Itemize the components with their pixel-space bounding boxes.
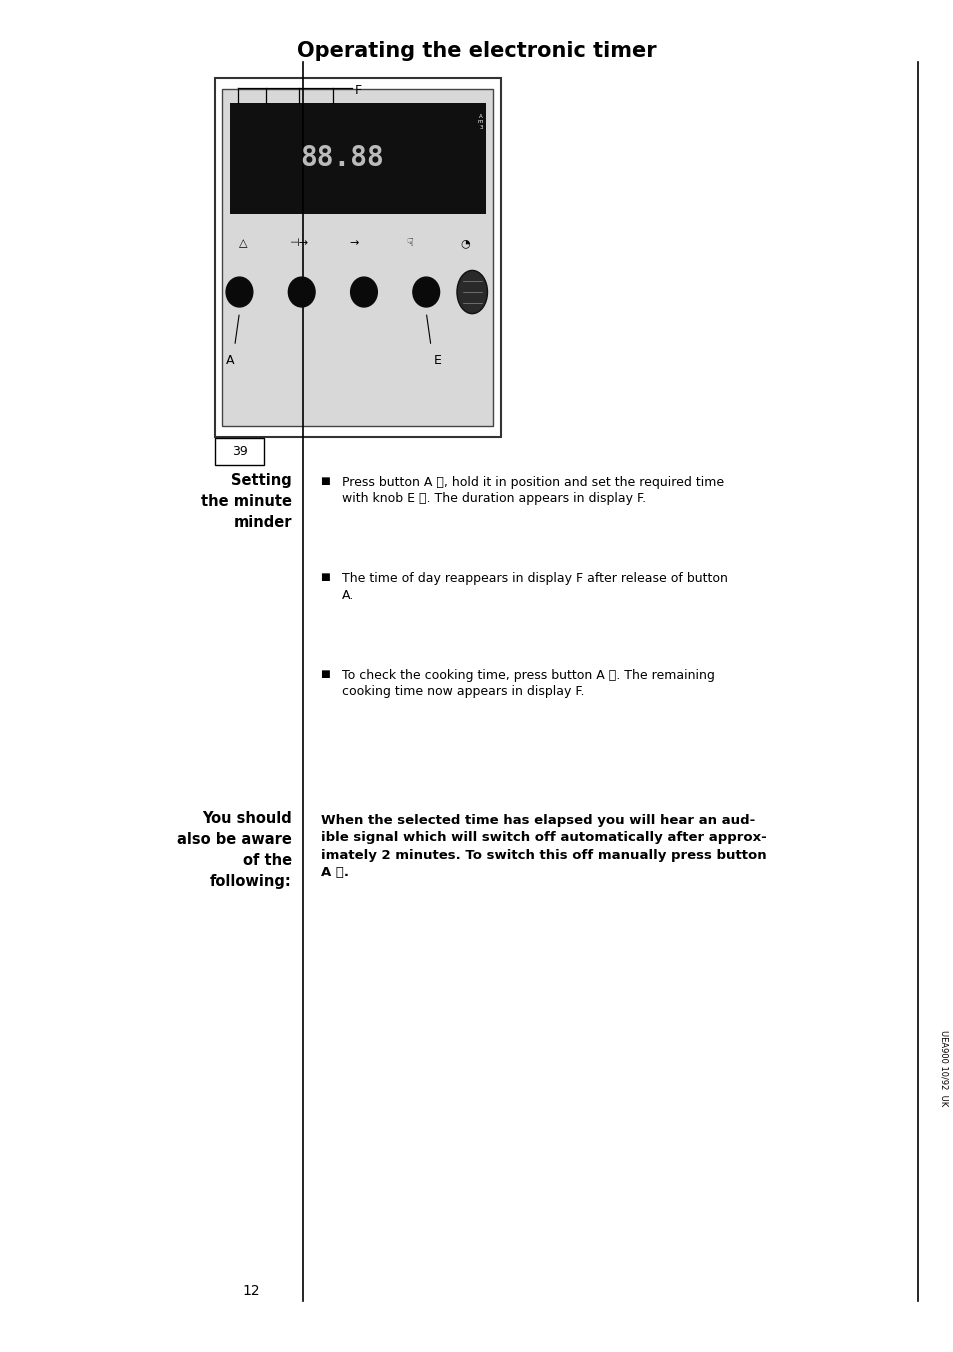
Text: 39: 39 bbox=[232, 445, 247, 458]
Text: ◔: ◔ bbox=[460, 238, 470, 249]
Ellipse shape bbox=[288, 277, 314, 307]
Ellipse shape bbox=[351, 277, 377, 307]
Text: ■: ■ bbox=[320, 669, 330, 679]
FancyBboxPatch shape bbox=[214, 78, 500, 437]
Text: Setting
the minute
minder: Setting the minute minder bbox=[201, 473, 292, 530]
Text: A: A bbox=[226, 354, 233, 368]
Text: The time of day reappears in display F after release of button
A.: The time of day reappears in display F a… bbox=[341, 572, 726, 602]
FancyBboxPatch shape bbox=[214, 438, 264, 465]
Text: You should
also be aware
of the
following:: You should also be aware of the followin… bbox=[177, 811, 292, 890]
Circle shape bbox=[456, 270, 487, 314]
FancyBboxPatch shape bbox=[222, 89, 493, 426]
Text: Operating the electronic timer: Operating the electronic timer bbox=[297, 41, 656, 61]
Text: 88.88: 88.88 bbox=[300, 145, 384, 172]
Text: ☟: ☟ bbox=[406, 238, 413, 249]
Text: A
m
3: A m 3 bbox=[476, 114, 482, 130]
Text: When the selected time has elapsed you will hear an aud-
ible signal which will : When the selected time has elapsed you w… bbox=[320, 814, 765, 879]
Text: △: △ bbox=[239, 238, 247, 249]
Ellipse shape bbox=[226, 277, 253, 307]
Text: →: → bbox=[350, 238, 358, 249]
Text: ■: ■ bbox=[320, 476, 330, 485]
FancyBboxPatch shape bbox=[230, 103, 485, 214]
Text: ⊣→: ⊣→ bbox=[289, 238, 308, 249]
Text: E: E bbox=[434, 354, 441, 368]
Text: F: F bbox=[355, 84, 361, 97]
Ellipse shape bbox=[413, 277, 439, 307]
Text: To check the cooking time, press button A ⓐ. The remaining
cooking time now appe: To check the cooking time, press button … bbox=[341, 669, 714, 699]
Text: ■: ■ bbox=[320, 572, 330, 583]
Text: Press button A ⓐ, hold it in position and set the required time
with knob E ⓔ. T: Press button A ⓐ, hold it in position an… bbox=[341, 476, 723, 506]
Text: 12: 12 bbox=[242, 1284, 259, 1298]
Text: UEA900 10/92  UK: UEA900 10/92 UK bbox=[939, 1030, 948, 1106]
